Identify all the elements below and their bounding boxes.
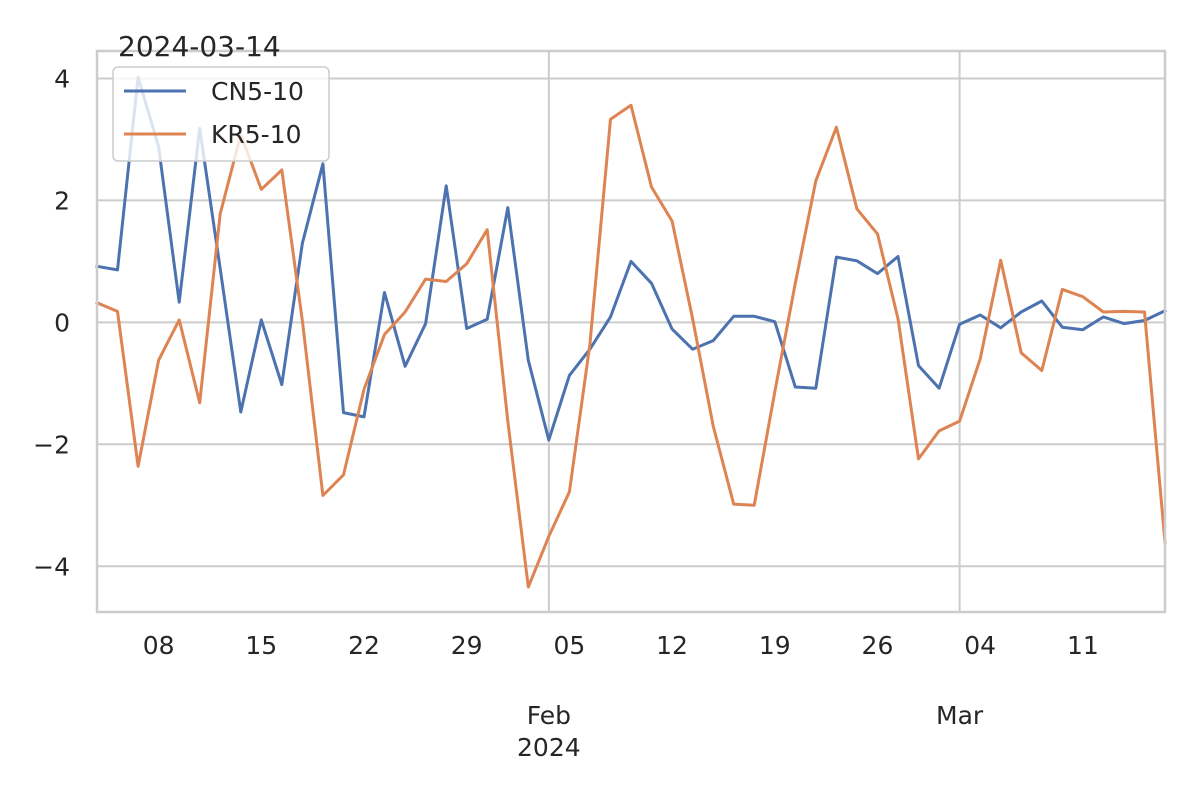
legend-label-kr5-10: KR5-10 [211, 120, 302, 149]
x-tick-label: 05 [553, 631, 585, 660]
y-tick-label: 2 [54, 186, 70, 215]
y-tick-label: −4 [33, 552, 70, 581]
x-tick-label: 11 [1067, 631, 1099, 660]
x-tick-label: 29 [451, 631, 483, 660]
x-tick-label: 08 [143, 631, 175, 660]
series-line-kr5-10 [95, 103, 1167, 589]
axis-ticks: 4 2 0 −2 −4 Feb 2024 Mar 08 15 22 29 05 12 19 26 04 11 [33, 64, 1099, 762]
x-tick-label: 12 [656, 631, 688, 660]
x-tick-label: 19 [759, 631, 791, 660]
y-tick-label: 4 [54, 64, 70, 93]
chart-title: 2024-03-14 [118, 30, 281, 63]
x-major-tick-label: Mar [936, 701, 984, 730]
legend: CN5-10 KR5-10 [112, 66, 330, 162]
series-lines [95, 75, 1167, 589]
plot-frame [95, 49, 1167, 614]
x-tick-label: 26 [862, 631, 894, 660]
y-tick-label: −2 [33, 430, 70, 459]
x-tick-label: 22 [348, 631, 380, 660]
grid-lines [97, 51, 1165, 612]
x-tick-label: 15 [245, 631, 277, 660]
y-tick-label: 0 [54, 308, 70, 337]
legend-label-cn5-10: CN5-10 [211, 77, 304, 106]
x-major-tick-label: Feb 2024 [517, 701, 581, 762]
x-tick-label: 04 [964, 631, 996, 660]
